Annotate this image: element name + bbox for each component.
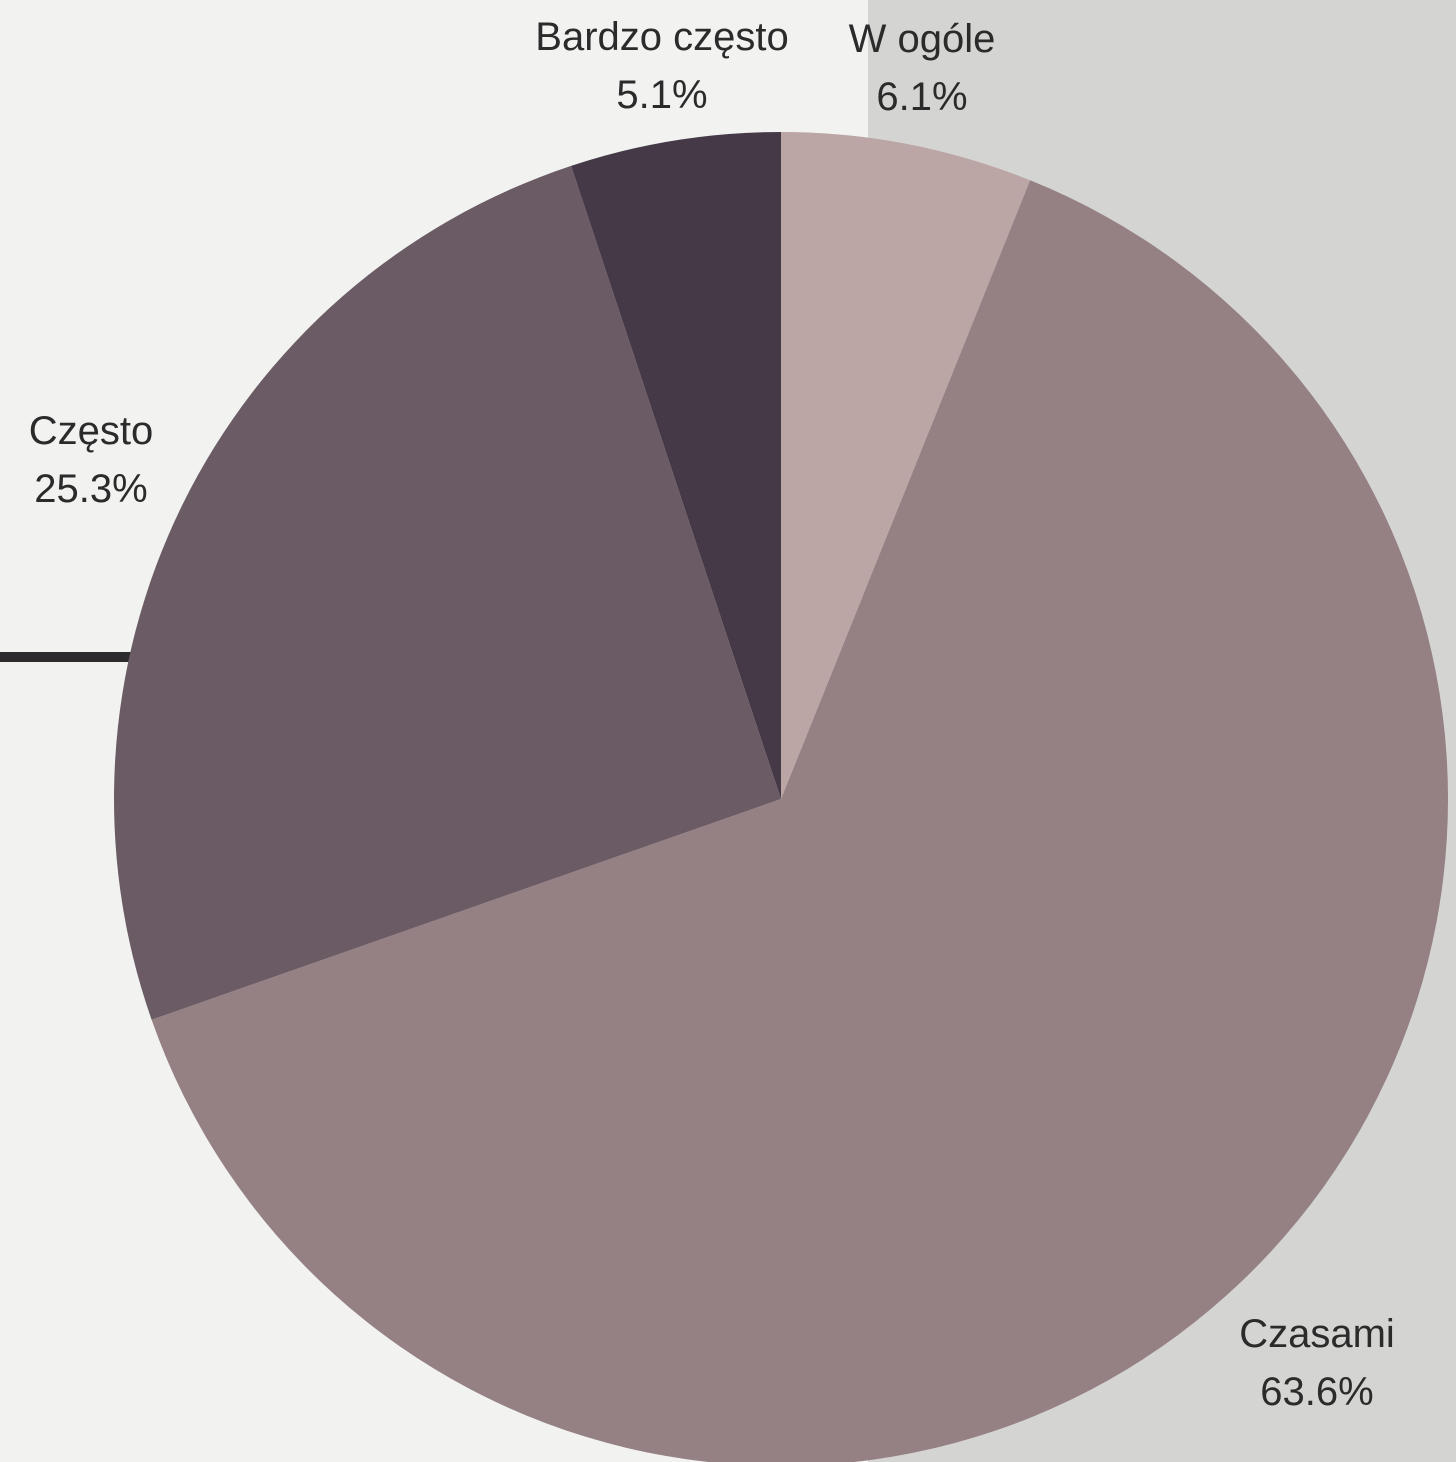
slice-czasami bbox=[151, 180, 1448, 1462]
left-bar-line bbox=[0, 652, 140, 662]
slice-label-value: 5.1% bbox=[616, 73, 708, 117]
slice-label-czasami: Czasami 63.6% bbox=[1239, 1305, 1395, 1421]
slice-label-bardzo-czesto: Bardzo często 5.1% bbox=[535, 8, 788, 124]
slice-bardzo-czesto bbox=[571, 132, 781, 799]
slice-czesto bbox=[113, 165, 781, 1020]
slice-label-name: Często bbox=[28, 409, 154, 453]
slice-label-name: W ogóle bbox=[848, 17, 996, 61]
slice-label-name: Bardzo często bbox=[535, 15, 789, 59]
slice-label-w-ogole: W ogóle 6.1% bbox=[849, 10, 996, 126]
pie-slices bbox=[113, 132, 1448, 1462]
slice-label-value: 6.1% bbox=[876, 75, 968, 119]
slice-label-value: 63.6% bbox=[1260, 1370, 1374, 1414]
slice-w-ogole bbox=[781, 132, 1031, 799]
slice-label-value: 25.3% bbox=[34, 467, 148, 511]
slice-label-czesto: Często 25.3% bbox=[29, 402, 154, 518]
slice-label-name: Czasami bbox=[1239, 1312, 1395, 1356]
